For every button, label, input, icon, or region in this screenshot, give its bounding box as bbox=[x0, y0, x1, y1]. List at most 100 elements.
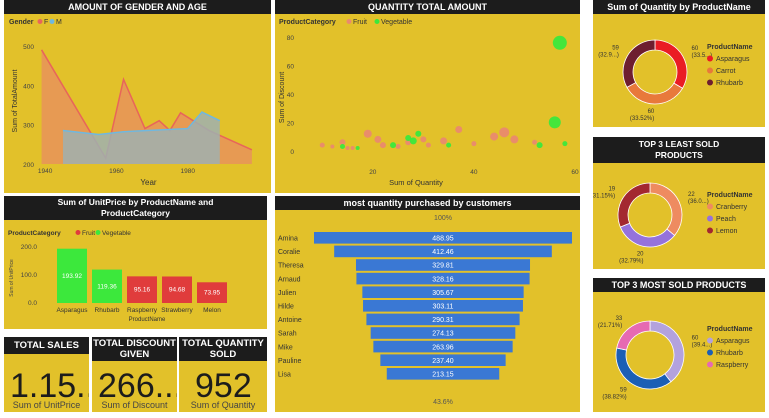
x-tick-label: Melon bbox=[203, 307, 221, 314]
legend-label-vegetable: Vegetable bbox=[102, 230, 131, 237]
x-tick-label: Strawberry bbox=[161, 307, 193, 314]
scatter-point-Fruit bbox=[440, 137, 447, 144]
donut-value-label: 33 bbox=[616, 316, 623, 322]
funnel-category-label: Amina bbox=[278, 236, 298, 243]
y-axis-label: Sum of Discount bbox=[279, 72, 286, 123]
scatter-point-Vegetable bbox=[410, 137, 417, 144]
kpi-total-sales: TOTAL SALES 1.15... Sum of UnitPrice bbox=[4, 337, 89, 412]
y-tick-label: 0 bbox=[290, 149, 294, 156]
legend-label-lemon: Lemon bbox=[716, 228, 738, 235]
unitprice-chart[interactable]: ProductCategory Fruit Vegetable 0.0 100.0 200… bbox=[4, 196, 267, 329]
scatter-point-Fruit bbox=[490, 133, 498, 141]
qty-by-product-donut[interactable]: 60(33.5...)60(33.52%)59(32.9...)ProductN… bbox=[593, 0, 765, 127]
funnel-value-label: 305.67 bbox=[432, 290, 454, 297]
funnel-value-label: 328.16 bbox=[432, 276, 454, 283]
donut-value-label: 59 bbox=[612, 46, 619, 52]
y-tick-label: 60 bbox=[287, 64, 295, 71]
donut-pct-label: (38.82%) bbox=[602, 394, 626, 400]
x-tick-label: 60 bbox=[571, 169, 579, 176]
least-sold-panel: TOP 3 LEAST SOLD PRODUCTS 22 (36.0...) 20(… bbox=[593, 137, 765, 269]
donut-value-label: 22 bbox=[688, 192, 695, 198]
legend-marker-Fruit bbox=[347, 19, 352, 24]
funnel-bottom-pct: 43.6% bbox=[433, 399, 453, 406]
donut-pct-label: (32.9...) bbox=[598, 53, 619, 59]
funnel-value-label: 303.11 bbox=[433, 304, 454, 311]
legend-label-Fruit: Fruit bbox=[353, 19, 367, 26]
donut-slice-lemon bbox=[618, 183, 650, 227]
funnel-value-label: 237.40 bbox=[432, 358, 454, 365]
scatter-point-Fruit bbox=[351, 146, 355, 150]
funnel-category-label: Coralie bbox=[278, 249, 300, 256]
scatter-point-Vegetable bbox=[415, 131, 421, 137]
legend-label-peach: Peach bbox=[716, 216, 736, 223]
legend-label-carrot: Carrot bbox=[716, 68, 736, 75]
kpi-total-sales-title: TOTAL SALES bbox=[4, 337, 89, 354]
legend-label-cranberry: Cranberry bbox=[716, 204, 748, 211]
x-tick-label: 20 bbox=[369, 169, 377, 176]
scatter-point-Fruit bbox=[320, 143, 325, 148]
funnel-top-pct: 100% bbox=[434, 215, 452, 222]
scatter-point-Fruit bbox=[374, 136, 381, 143]
funnel-panel: most quantity purchased by customers 100… bbox=[275, 196, 580, 412]
legend-label-M: M bbox=[56, 19, 62, 26]
donut-slice-rhubarb bbox=[623, 40, 655, 87]
qty-by-product-panel: Sum of Quantity by ProductName 60 (33.5..… bbox=[593, 0, 765, 127]
funnel-value-label: 412.46 bbox=[432, 249, 454, 256]
least-sold-donut[interactable]: 22(36.0...) 20(32.79%) 19(31.15%) ProductNa… bbox=[593, 137, 765, 269]
scatter-point-Vegetable bbox=[446, 143, 451, 148]
gender-age-chart[interactable]: Gender F M 200 300 400 500 1940 1960 1980 Sum of T… bbox=[4, 0, 271, 193]
funnel-chart[interactable]: 100% 488.95 Amina 412.46 Coralie 329.81 Theres… bbox=[275, 196, 580, 412]
bar-value-label: 193.92 bbox=[62, 273, 82, 280]
donut-pct-label: (32.79%) bbox=[619, 258, 643, 264]
legend-title: ProductCategory bbox=[8, 230, 61, 237]
donut-slice-asparagus bbox=[650, 321, 684, 382]
bar-value-label: 119.36 bbox=[97, 283, 117, 290]
legend-title: ProductCategory bbox=[279, 19, 336, 26]
scatter-point-Fruit bbox=[455, 126, 462, 133]
scatter-point-Fruit bbox=[380, 142, 386, 148]
donut-value-label: 60 bbox=[692, 336, 699, 342]
legend-label-raspberry: Raspberry bbox=[716, 362, 749, 369]
quantity-total-chart[interactable]: ProductCategory Fruit Vegetable 0 20 40 60 80 20… bbox=[275, 0, 580, 193]
kpi-total-sales-sub: Sum of UnitPrice bbox=[4, 400, 89, 410]
legend-marker-fruit bbox=[76, 230, 81, 235]
legend-label-Vegetable: Vegetable bbox=[381, 19, 412, 26]
scatter-point-Fruit bbox=[396, 144, 401, 149]
kpi-total-quantity: TOTAL QUANTITY SOLD 952 Sum of Quantity bbox=[179, 337, 267, 412]
donut-slice-cranberry bbox=[650, 183, 682, 235]
funnel-value-label: 290.31 bbox=[432, 317, 454, 324]
funnel-category-label: Pauline bbox=[278, 358, 301, 365]
x-tick-label: 1960 bbox=[109, 168, 124, 175]
funnel-category-label: Sarah bbox=[278, 331, 297, 338]
y-tick-label: 40 bbox=[287, 92, 295, 99]
legend-marker-rhubarb bbox=[707, 80, 713, 86]
most-sold-panel: TOP 3 MOST SOLD PRODUCTS 60 (39.4...) 59 (3… bbox=[593, 278, 765, 412]
legend-label-asparagus: Asparagus bbox=[716, 56, 750, 63]
donut-pct-label: (31.15%) bbox=[593, 194, 615, 200]
scatter-point-Vegetable bbox=[562, 141, 567, 146]
funnel-value-label: 213.15 bbox=[432, 372, 454, 379]
kpi-total-quantity-title: TOTAL QUANTITY SOLD bbox=[179, 337, 267, 361]
x-tick-label: Asparagus bbox=[56, 307, 88, 314]
funnel-category-label: Hilde bbox=[278, 304, 294, 311]
y-axis-label: Sum of UnitPrice bbox=[9, 259, 15, 297]
kpi-total-discount: TOTAL DISCOUNT GIVEN 266.... Sum of Disc… bbox=[92, 337, 177, 412]
legend-marker-vegetable bbox=[96, 230, 101, 235]
legend-title: Gender bbox=[9, 19, 34, 26]
legend-label-rhubarb: Rhubarb bbox=[716, 350, 743, 357]
legend-marker-cranberry bbox=[707, 204, 713, 210]
unitprice-panel: Sum of UnitPrice by ProductName and Prod… bbox=[4, 196, 267, 329]
scatter-point-Vegetable bbox=[549, 116, 561, 128]
x-tick-label: Raspberry bbox=[127, 307, 158, 314]
bar-value-label: 94.68 bbox=[169, 287, 186, 294]
donut-value-label: 60 bbox=[648, 109, 655, 115]
legend-label-fruit: Fruit bbox=[82, 230, 95, 237]
y-tick-label: 200.0 bbox=[21, 244, 38, 251]
scatter-point-Vegetable bbox=[553, 36, 567, 50]
y-tick-label: 0.0 bbox=[28, 300, 37, 307]
funnel-value-label: 263.96 bbox=[432, 344, 454, 351]
legend-marker-carrot bbox=[707, 68, 713, 74]
most-sold-donut[interactable]: 60(39.4...) 59(38.82%) 33(21.71%) ProductNa… bbox=[593, 278, 765, 412]
funnel-category-label: Antoine bbox=[278, 317, 302, 324]
funnel-value-label: 274.13 bbox=[432, 331, 454, 338]
